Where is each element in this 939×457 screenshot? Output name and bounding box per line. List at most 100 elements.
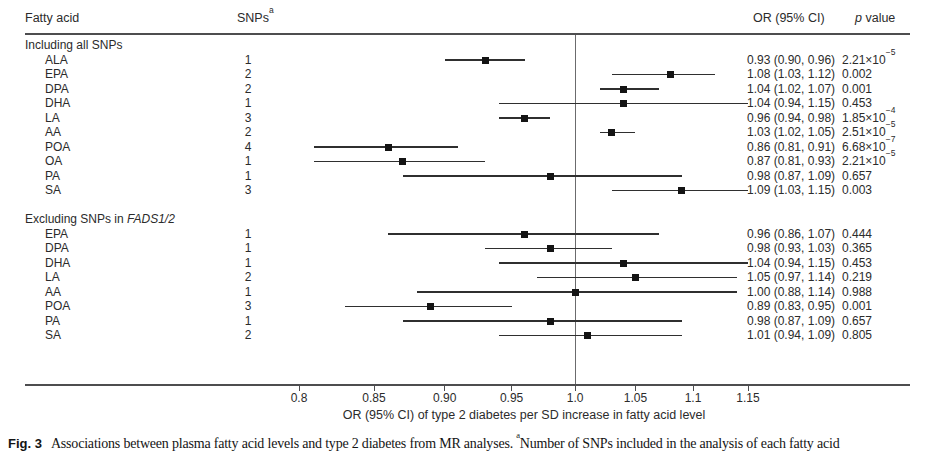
- or-point-marker: [678, 187, 685, 194]
- row-label-fatty-acid: PA: [45, 169, 60, 184]
- axis-tick-mark: [374, 386, 375, 391]
- figure-3-forest-plot: Fatty acid SNPsa OR (95% CI) p value Inc…: [0, 0, 939, 457]
- or-point-marker: [572, 289, 579, 296]
- row-label-fatty-acid: SA: [45, 328, 61, 343]
- row-or-ci-text: 1.04 (1.02, 1.07): [747, 82, 835, 97]
- or-point-marker: [620, 86, 627, 93]
- row-snp-count: 1: [236, 241, 260, 256]
- axis-tick-mark: [635, 386, 636, 391]
- row-or-ci-text: 1.04 (0.94, 1.15): [747, 96, 835, 111]
- row-p-value: 0.657: [842, 169, 872, 184]
- row-label-fatty-acid: OA: [45, 154, 62, 169]
- confidence-interval-line: [600, 88, 659, 90]
- row-or-ci-text: 0.98 (0.87, 1.09): [747, 169, 835, 184]
- or-point-marker: [482, 57, 489, 64]
- row-or-ci-text: 1.09 (1.03, 1.15): [747, 183, 835, 198]
- or-point-marker: [547, 173, 554, 180]
- row-label-fatty-acid: ALA: [45, 53, 68, 68]
- plot-layer: Including all SNPsALA10.93 (0.90, 0.96)2…: [0, 0, 939, 457]
- figure-caption-text: Associations between plasma fatty acid l…: [51, 436, 516, 451]
- row-label-fatty-acid: EPA: [45, 67, 68, 82]
- section-title-italic: FADS1/2: [127, 212, 175, 226]
- row-or-ci-text: 1.05 (0.97, 1.14): [747, 270, 835, 285]
- row-snp-count: 1: [236, 314, 260, 329]
- row-snp-count: 1: [236, 154, 260, 169]
- axis-tick-mark: [693, 386, 694, 391]
- row-snp-count: 2: [236, 82, 260, 97]
- row-snp-count: 2: [236, 328, 260, 343]
- row-or-ci-text: 0.98 (0.87, 1.09): [747, 314, 835, 329]
- confidence-interval-line: [612, 74, 716, 76]
- axis-tick-mark: [575, 386, 576, 391]
- row-or-ci-text: 0.98 (0.93, 1.03): [747, 241, 835, 256]
- or-point-marker: [547, 318, 554, 325]
- row-p-value: 0.003: [842, 183, 872, 198]
- axis-tick-label: 1.05: [613, 391, 657, 405]
- p-value-exponent: −5: [886, 47, 896, 57]
- figure-caption-text2: Number of SNPs included in the analysis …: [520, 436, 840, 451]
- or-point-marker: [385, 144, 392, 151]
- row-or-ci-text: 0.96 (0.86, 1.07): [747, 227, 835, 242]
- row-label-fatty-acid: AA: [45, 125, 61, 140]
- section-title: Excluding SNPs in FADS1/2: [25, 212, 175, 227]
- axis-tick-mark: [444, 386, 445, 391]
- row-label-fatty-acid: POA: [45, 299, 70, 314]
- row-or-ci-text: 1.04 (0.94, 1.15): [747, 256, 835, 271]
- axis-tick-mark: [748, 386, 749, 391]
- row-p-value: 0.365: [842, 241, 872, 256]
- row-snp-count: 3: [236, 299, 260, 314]
- section-title: Including all SNPs: [25, 38, 122, 53]
- or-point-marker: [521, 115, 528, 122]
- row-snp-count: 1: [236, 285, 260, 300]
- row-snp-count: 1: [236, 169, 260, 184]
- or-point-marker: [667, 71, 674, 78]
- confidence-interval-line: [403, 320, 682, 322]
- row-snp-count: 2: [236, 270, 260, 285]
- or-point-marker: [620, 100, 627, 107]
- row-label-fatty-acid: DHA: [45, 256, 70, 271]
- confidence-interval-line: [403, 175, 682, 177]
- axis-tick-mark: [511, 386, 512, 391]
- row-or-ci-text: 0.86 (0.81, 0.91): [747, 140, 835, 155]
- axis-tick-mark: [299, 386, 300, 391]
- or-point-marker: [427, 303, 434, 310]
- row-p-value: 0.988: [842, 285, 872, 300]
- row-p-value: 0.453: [842, 256, 872, 271]
- figure-caption: Fig. 3 Associations between plasma fatty …: [8, 435, 839, 453]
- axis-tick-label: 1.15: [726, 391, 770, 405]
- row-p-value: 0.002: [842, 67, 872, 82]
- row-p-value: 0.001: [842, 82, 872, 97]
- row-label-fatty-acid: PA: [45, 314, 60, 329]
- figure-caption-label: Fig. 3: [8, 436, 42, 451]
- row-label-fatty-acid: DHA: [45, 96, 70, 111]
- row-or-ci-text: 1.01 (0.94, 1.09): [747, 328, 835, 343]
- row-label-fatty-acid: POA: [45, 140, 70, 155]
- row-snp-count: 1: [236, 227, 260, 242]
- p-value-exponent: −7: [886, 134, 896, 144]
- row-snp-count: 2: [236, 67, 260, 82]
- or-point-marker: [632, 274, 639, 281]
- row-p-value: 0.219: [842, 270, 872, 285]
- axis-tick-label: 0.90: [423, 391, 467, 405]
- caption-superscript: a: [516, 430, 520, 440]
- p-value-exponent: −4: [886, 105, 896, 115]
- axis-tick-label: 1.0: [553, 391, 597, 405]
- row-label-fatty-acid: EPA: [45, 227, 68, 242]
- axis-tick-label: 0.8: [277, 391, 321, 405]
- axis-tick-label: 1.1: [671, 391, 715, 405]
- axis-tick-label: 0.95: [490, 391, 534, 405]
- row-or-ci-text: 1.08 (1.03, 1.12): [747, 67, 835, 82]
- row-or-ci-text: 0.96 (0.94, 0.98): [747, 111, 835, 126]
- row-or-ci-text: 0.87 (0.81, 0.93): [747, 154, 835, 169]
- row-or-ci-text: 1.00 (0.88, 1.14): [747, 285, 835, 300]
- or-point-marker: [620, 260, 627, 267]
- row-p-value: 0.805: [842, 328, 872, 343]
- row-label-fatty-acid: LA: [45, 111, 60, 126]
- row-p-value: 2.21×10−5: [842, 53, 895, 68]
- row-label-fatty-acid: DPA: [45, 241, 69, 256]
- row-snp-count: 2: [236, 125, 260, 140]
- row-p-value: 0.444: [842, 227, 872, 242]
- row-or-ci-text: 1.03 (1.02, 1.05): [747, 125, 835, 140]
- row-label-fatty-acid: SA: [45, 183, 61, 198]
- row-snp-count: 1: [236, 96, 260, 111]
